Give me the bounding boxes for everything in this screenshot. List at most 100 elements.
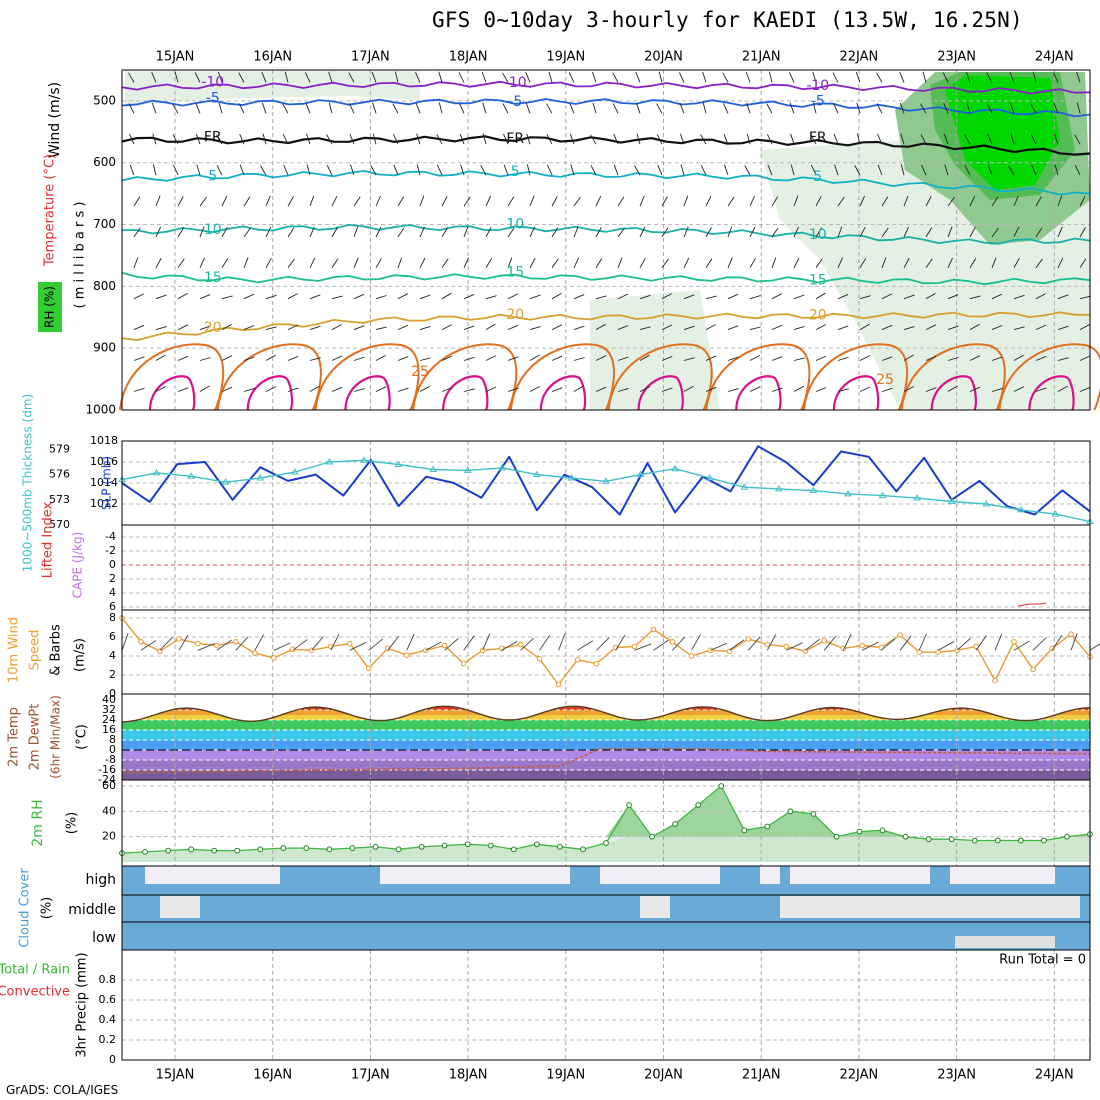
slp-top-tick: 1018	[90, 434, 118, 447]
isotherm-label: FR	[204, 130, 222, 146]
isotherm-label: -5	[811, 94, 825, 110]
wind-barb	[177, 258, 185, 269]
wind-barb	[903, 354, 914, 361]
wind-barb	[837, 388, 849, 392]
wind-barb	[1057, 294, 1069, 300]
wind-barb	[964, 165, 971, 176]
rh2m-marker	[971, 837, 978, 844]
wind-barb	[749, 195, 755, 207]
wind-barb	[1057, 226, 1063, 238]
wind-barb	[1035, 196, 1042, 207]
wind-barb	[815, 196, 822, 207]
wind-barb	[216, 165, 223, 176]
wind-barb	[375, 226, 382, 238]
isotherm-label: 20	[204, 320, 222, 336]
wind-barb	[287, 387, 299, 392]
wind-barb	[1054, 164, 1059, 176]
thickness-marker	[152, 468, 161, 476]
wind-barb	[177, 387, 189, 392]
wind-barb	[172, 134, 179, 145]
surface-wind-barb	[406, 633, 415, 651]
wind-barb	[265, 386, 277, 392]
surface-wind-barb	[653, 639, 669, 651]
rh2m-marker	[487, 842, 494, 849]
ylabel-precip: 3hr Precip (mm)	[75, 952, 90, 1057]
wind-tick-label: 8	[109, 611, 116, 624]
wind-barb	[837, 226, 843, 238]
wind-barb	[507, 324, 519, 331]
wind-barb	[199, 196, 207, 207]
wind-barb	[419, 357, 431, 361]
ylabel-total-rain: Total / Rain	[0, 963, 70, 978]
wind-barb	[705, 355, 717, 361]
wind-barb	[1013, 195, 1019, 207]
wind-barb	[503, 133, 509, 145]
lines-layer	[118, 71, 1100, 857]
wind-barb	[1013, 226, 1020, 238]
thickness-marker	[498, 463, 507, 471]
wind-speed-marker	[233, 638, 239, 645]
rh2m-marker	[372, 843, 379, 850]
ylabel-temp-units: (°C)	[75, 724, 90, 750]
wind-barb	[859, 323, 870, 330]
rh2m-marker	[741, 827, 748, 834]
surface-wind-barb	[842, 633, 852, 651]
wind-barb	[155, 294, 167, 300]
surface-wind-barb	[520, 637, 535, 651]
wind-barb	[837, 257, 843, 268]
date-label-bottom: 24JAN	[1035, 1068, 1074, 1083]
wind-speed-marker	[593, 660, 600, 667]
wind-barb	[309, 195, 315, 207]
isotherm-25-loop	[216, 343, 322, 411]
wind-barb	[194, 72, 201, 83]
rh2m-marker	[326, 846, 333, 853]
rh2m-marker	[672, 821, 679, 827]
surface-wind-barb	[577, 640, 594, 651]
surface-wind-barb	[539, 635, 551, 651]
wind-barb	[415, 72, 421, 83]
wind-barb	[723, 164, 729, 176]
cloud-high-clear	[600, 866, 720, 884]
surface-wind-barb	[482, 633, 491, 651]
isotherm-25-loop	[900, 343, 1006, 411]
wind-barb	[876, 103, 883, 114]
wind-barb	[683, 226, 689, 238]
wind-speed-marker	[536, 656, 543, 662]
wind-barb	[309, 357, 321, 361]
wind-barb	[375, 386, 387, 392]
wind-barb	[881, 387, 893, 392]
surface-wind-barb	[254, 634, 264, 651]
wind-barb	[419, 325, 431, 331]
rh2m-marker	[257, 846, 264, 853]
isotherm-label: 5	[208, 168, 217, 184]
wind-barb	[529, 257, 536, 269]
wind-barb	[438, 71, 443, 83]
ylabel-minmax: (6hr Min/Max)	[49, 695, 63, 779]
wind-barb	[900, 133, 905, 145]
isotherm-30-loop	[539, 375, 587, 411]
wind-barb	[903, 326, 915, 331]
wind-barb	[529, 386, 541, 392]
rh2m-tick-label: 60	[102, 779, 116, 792]
wind-barb	[591, 71, 597, 83]
isotherm-label: 15	[809, 272, 827, 288]
wind-barb	[1013, 257, 1020, 269]
wind-speed-marker	[290, 646, 296, 653]
ylabel-cloud: Cloud Cover	[18, 868, 33, 948]
wind-barb	[331, 295, 343, 300]
li-tick-label: 6	[109, 600, 116, 613]
surface-wind-barb	[710, 642, 728, 651]
rh2m-marker	[349, 845, 356, 851]
surface-wind-barb	[994, 633, 1003, 651]
wind-barb	[617, 257, 623, 268]
wind-barb	[221, 386, 233, 392]
frame-layer	[121, 69, 1091, 1061]
wind-barb	[419, 226, 425, 238]
isotherm-30-loop	[832, 375, 880, 411]
wind-barb	[507, 293, 519, 300]
wind-barb	[749, 226, 756, 238]
ylabel-dewpt: 2m DewPt	[28, 704, 43, 771]
wind-barb	[925, 196, 932, 207]
wind-barb	[1008, 165, 1015, 176]
temp-band	[122, 760, 1090, 770]
